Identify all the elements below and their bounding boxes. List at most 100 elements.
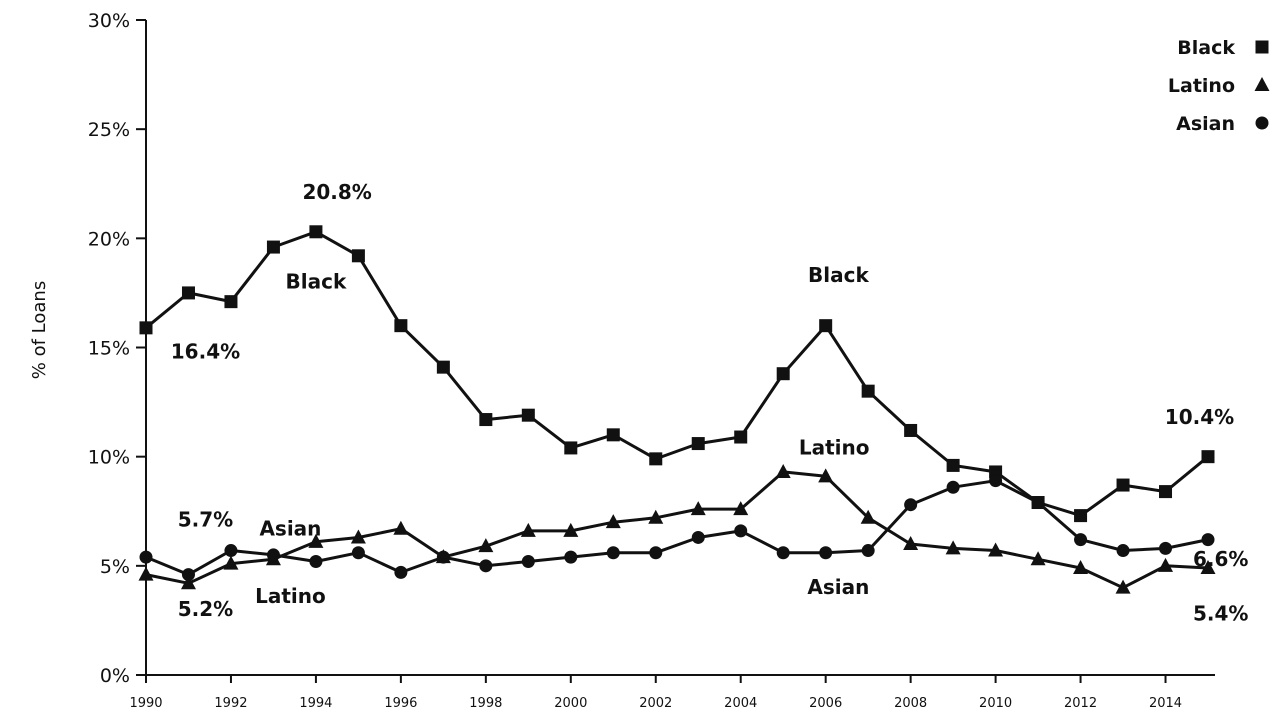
legend-item-asian: Asian (1176, 113, 1269, 135)
data-point-latino (818, 468, 834, 483)
data-point-black (394, 319, 408, 333)
data-point-black (649, 452, 663, 466)
annotation-asian-label-left: Asian (259, 516, 321, 540)
y-tick-label: 0% (100, 665, 130, 687)
y-tick-label: 30% (88, 10, 130, 32)
data-point-black (734, 430, 748, 444)
y-tick-label: 25% (88, 119, 130, 141)
data-point-black (139, 321, 153, 335)
data-point-asian (734, 524, 748, 538)
data-point-black (1201, 450, 1215, 464)
data-point-black (776, 367, 790, 381)
annotation-black-end-value: 10.4% (1165, 405, 1234, 429)
data-point-latino (988, 542, 1004, 557)
y-tick-label: 5% (100, 556, 130, 578)
x-tick-label: 2008 (894, 696, 927, 711)
annotations: 16.4% 20.8% Black Black 10.4% Latino Latino Asi… (171, 180, 1249, 625)
data-point-black (564, 441, 578, 455)
data-point-black (181, 286, 195, 300)
data-point-latino (223, 555, 239, 570)
data-point-black (946, 458, 960, 472)
series-layer (138, 225, 1216, 594)
data-point-black (904, 423, 918, 437)
data-point-latino (733, 501, 749, 516)
data-point-asian (1116, 544, 1130, 558)
legend-square-icon (1255, 40, 1269, 54)
annotation-latino-label-right: Latino (799, 435, 870, 459)
data-point-asian (351, 546, 365, 560)
data-point-latino (690, 501, 706, 516)
data-point-black (266, 240, 280, 254)
x-ticks: 1990 1992 1994 1996 1998 2000 2002 2004 2006 2008… (129, 675, 1182, 711)
data-point-latino (903, 536, 919, 550)
x-tick-label: 1992 (214, 696, 247, 711)
series-line-latino (145, 470, 1209, 590)
data-point-asian (479, 559, 493, 573)
x-tick-label: 1994 (299, 696, 332, 711)
data-point-black (351, 249, 365, 263)
y-tick-label: 10% (88, 447, 130, 469)
data-point-asian (819, 546, 833, 560)
data-point-latino (180, 575, 196, 590)
data-point-black (1116, 478, 1130, 492)
data-point-latino (860, 509, 876, 524)
data-point-asian (309, 554, 323, 568)
data-point-latino (520, 522, 536, 537)
x-tick-label: 1996 (384, 696, 417, 711)
legend-triangle-icon (1254, 77, 1270, 91)
legend: Black Latino Asian (1168, 37, 1270, 135)
x-tick-label: 2010 (979, 696, 1012, 711)
data-point-asian (436, 550, 450, 564)
data-point-latino (1073, 560, 1089, 575)
y-tick-label: 20% (88, 228, 130, 250)
data-point-asian (861, 544, 875, 558)
legend-label: Black (1177, 37, 1235, 59)
data-point-latino (1030, 551, 1046, 566)
data-point-latino (648, 509, 664, 524)
data-point-latino (775, 463, 791, 478)
annotation-latino-end-value: 5.4% (1193, 601, 1248, 625)
series-asian (139, 474, 1215, 582)
data-point-asian (1031, 496, 1045, 510)
data-point-asian (224, 544, 238, 558)
data-point-asian (649, 546, 663, 560)
annotation-latino-start-value: 5.2% (178, 597, 233, 621)
annotation-latino-label-left: Latino (255, 584, 326, 608)
data-point-latino (138, 566, 154, 581)
y-ticks: 0% 5% 10% 15% 20% 25% 30% (88, 10, 146, 687)
x-tick-label: 1990 (129, 696, 162, 711)
data-point-latino (350, 529, 366, 544)
data-point-black (861, 384, 875, 398)
x-tick-label: 2014 (1149, 696, 1182, 711)
annotation-asian-label-right: Asian (807, 575, 869, 599)
data-point-latino (1158, 557, 1174, 572)
x-tick-label: 2006 (809, 696, 842, 711)
data-point-black (479, 413, 493, 427)
data-point-black (309, 225, 323, 239)
annotation-black-label-left: Black (286, 270, 347, 294)
axes (145, 20, 1215, 676)
data-point-black (436, 360, 450, 374)
data-point-latino (1200, 560, 1216, 575)
data-point-asian (989, 474, 1003, 488)
annotation-black-start-value: 16.4% (171, 339, 240, 363)
series-line-asian (145, 479, 1209, 577)
x-tick-label: 2004 (724, 696, 757, 711)
legend-label: Asian (1176, 113, 1235, 135)
y-axis-title: % of Loans (29, 281, 50, 379)
data-point-asian (1201, 533, 1215, 547)
annotation-asian-end-value: 6.6% (1193, 547, 1248, 571)
legend-label: Latino (1168, 75, 1235, 97)
data-point-latino (945, 540, 961, 555)
data-point-black (691, 437, 705, 451)
data-point-asian (521, 554, 535, 568)
data-point-asian (606, 546, 620, 560)
x-tick-label: 2000 (554, 696, 587, 711)
data-point-black (819, 319, 833, 333)
data-point-asian (139, 550, 153, 564)
data-point-asian (266, 548, 280, 562)
data-point-latino (308, 533, 324, 548)
x-tick-label: 2012 (1064, 696, 1097, 711)
data-point-latino (563, 522, 579, 537)
